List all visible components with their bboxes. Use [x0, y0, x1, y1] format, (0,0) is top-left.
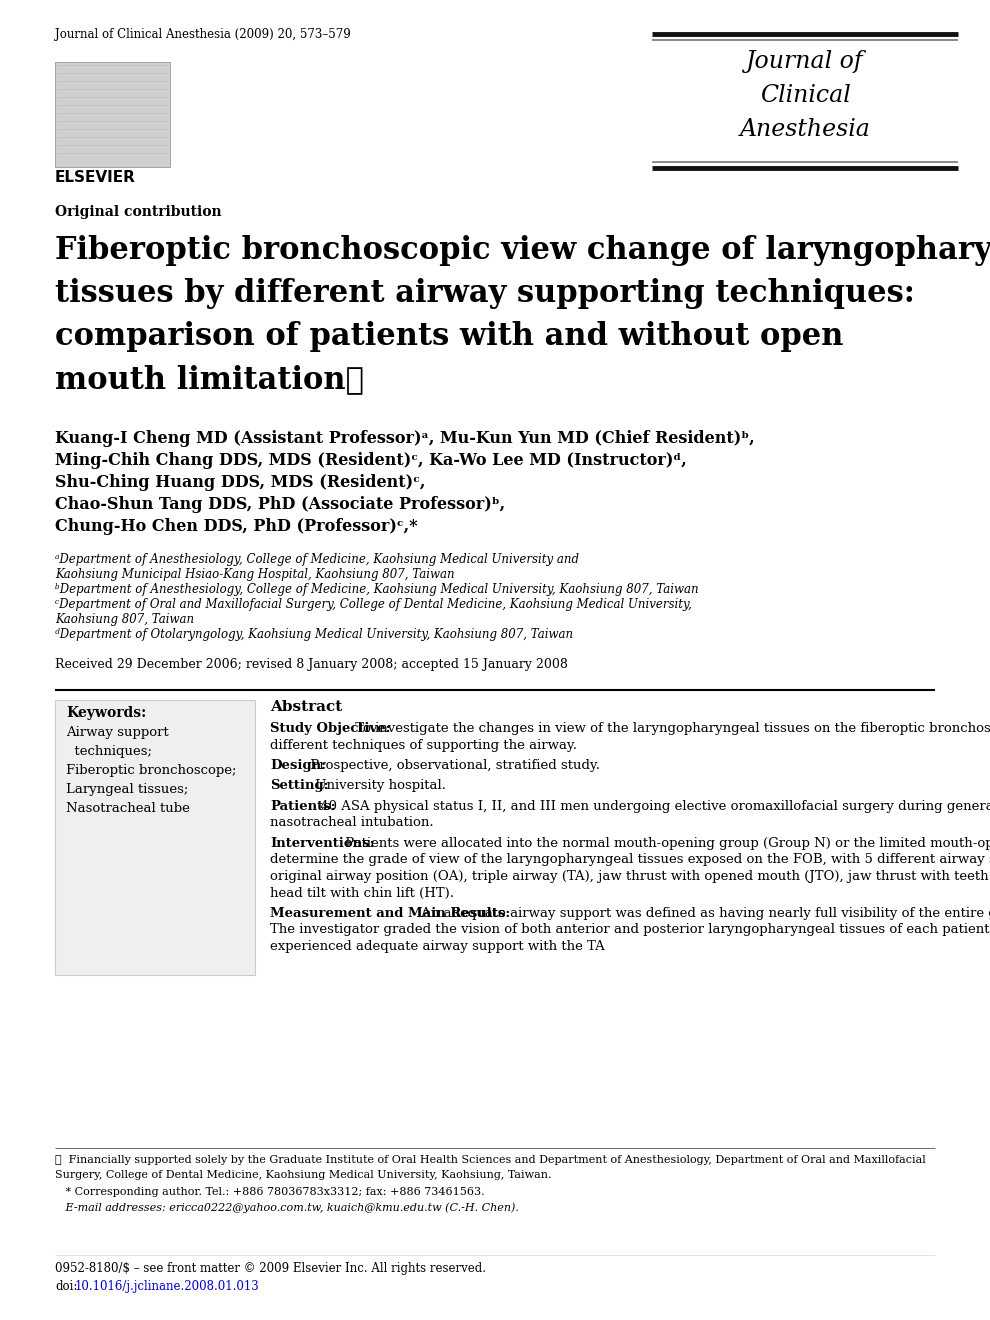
Text: ᵇDepartment of Anesthesiology, College of Medicine, Kaohsiung Medical University: ᵇDepartment of Anesthesiology, College o… [55, 583, 699, 597]
Text: Surgery, College of Dental Medicine, Kaohsiung Medical University, Kaohsiung, Ta: Surgery, College of Dental Medicine, Kao… [55, 1170, 551, 1180]
Text: ᵃDepartment of Anesthesiology, College of Medicine, Kaohsiung Medical University: ᵃDepartment of Anesthesiology, College o… [55, 553, 579, 566]
Text: Airway support: Airway support [66, 726, 168, 739]
Text: Anesthesia: Anesthesia [740, 117, 870, 141]
Text: E-mail addresses: ericca0222@yahoo.com.tw, kuaich@kmu.edu.tw (C.-H. Chen).: E-mail addresses: ericca0222@yahoo.com.t… [55, 1203, 519, 1213]
Text: 0952-8180/$ – see front matter © 2009 Elsevier Inc. All rights reserved.: 0952-8180/$ – see front matter © 2009 El… [55, 1262, 486, 1275]
Text: To investigate the changes in view of the laryngopharyngeal tissues on the fiber: To investigate the changes in view of th… [351, 722, 990, 735]
Text: Kaohsiung 807, Taiwan: Kaohsiung 807, Taiwan [55, 612, 194, 626]
Text: 10.1016/j.jclinane.2008.01.013: 10.1016/j.jclinane.2008.01.013 [75, 1280, 259, 1294]
Text: Patients were allocated into the normal mouth-opening group (Group N) or the lim: Patients were allocated into the normal … [342, 837, 990, 850]
Text: Setting:: Setting: [270, 780, 329, 792]
Text: Abstract: Abstract [270, 700, 343, 714]
Text: nasotracheal intubation.: nasotracheal intubation. [270, 817, 434, 829]
Text: ᶜDepartment of Oral and Maxillofacial Surgery, College of Dental Medicine, Kaohs: ᶜDepartment of Oral and Maxillofacial Su… [55, 598, 692, 611]
Text: Laryngeal tissues;: Laryngeal tissues; [66, 783, 188, 796]
Text: ᵈDepartment of Otolaryngology, Kaohsiung Medical University, Kaohsiung 807, Taiw: ᵈDepartment of Otolaryngology, Kaohsiung… [55, 628, 573, 642]
Text: 40 ASA physical status I, II, and III men undergoing elective oromaxillofacial s: 40 ASA physical status I, II, and III me… [316, 800, 990, 813]
Text: Original contribution: Original contribution [55, 205, 222, 219]
Text: Received 29 December 2006; revised 8 January 2008; accepted 15 January 2008: Received 29 December 2006; revised 8 Jan… [55, 657, 568, 671]
Text: Keywords:: Keywords: [66, 706, 147, 719]
Text: head tilt with chin lift (HT).: head tilt with chin lift (HT). [270, 887, 454, 899]
Text: Journal of: Journal of [746, 50, 864, 73]
Bar [55, 700, 255, 975]
Text: comparison of patients with and without open: comparison of patients with and without … [55, 321, 843, 352]
Text: doi:: doi: [55, 1280, 77, 1294]
Text: techniques;: techniques; [66, 744, 152, 758]
Text: Prospective, observational, stratified study.: Prospective, observational, stratified s… [306, 759, 600, 772]
Text: ☆  Financially supported solely by the Graduate Institute of Oral Health Science: ☆ Financially supported solely by the Gr… [55, 1155, 926, 1166]
Text: tissues by different airway supporting techniques:: tissues by different airway supporting t… [55, 279, 915, 309]
Text: original airway position (OA), triple airway (TA), jaw thrust with opened mouth : original airway position (OA), triple ai… [270, 870, 990, 883]
Text: ELSEVIER: ELSEVIER [55, 170, 136, 185]
Text: University hospital.: University hospital. [311, 780, 446, 792]
Text: experienced adequate airway support with the TA: experienced adequate airway support with… [270, 940, 605, 953]
Text: Fiberoptic bronchoscopic view change of laryngopharyngeal: Fiberoptic bronchoscopic view change of … [55, 235, 990, 267]
Text: Chao-Shun Tang DDS, PhD (Associate Professor)ᵇ,: Chao-Shun Tang DDS, PhD (Associate Profe… [55, 496, 505, 513]
Text: Ming-Chih Chang DDS, MDS (Resident)ᶜ, Ka-Wo Lee MD (Instructor)ᵈ,: Ming-Chih Chang DDS, MDS (Resident)ᶜ, Ka… [55, 451, 687, 469]
Text: Kaohsiung Municipal Hsiao-Kang Hospital, Kaohsiung 807, Taiwan: Kaohsiung Municipal Hsiao-Kang Hospital,… [55, 568, 454, 581]
Bar [55, 62, 170, 168]
Text: different techniques of supporting the airway.: different techniques of supporting the a… [270, 738, 577, 751]
Text: Chung-Ho Chen DDS, PhD (Professor)ᶜ,*: Chung-Ho Chen DDS, PhD (Professor)ᶜ,* [55, 517, 418, 535]
Text: Patients:: Patients: [270, 800, 336, 813]
Text: Shu-Ching Huang DDS, MDS (Resident)ᶜ,: Shu-Ching Huang DDS, MDS (Resident)ᶜ, [55, 474, 426, 491]
Text: Interventions:: Interventions: [270, 837, 374, 850]
Text: Fiberoptic bronchoscope;: Fiberoptic bronchoscope; [66, 764, 237, 777]
Text: Clinical: Clinical [759, 84, 850, 107]
Text: Measurement and Main Results:: Measurement and Main Results: [270, 907, 510, 920]
Text: Design:: Design: [270, 759, 326, 772]
Text: Kuang-I Cheng MD (Assistant Professor)ᵃ, Mu-Kun Yun MD (Chief Resident)ᵇ,: Kuang-I Cheng MD (Assistant Professor)ᵃ,… [55, 430, 754, 447]
Text: An adequate airway support was defined as having nearly full visibility of the e: An adequate airway support was defined a… [418, 907, 990, 920]
Text: determine the grade of view of the laryngopharyngeal tissues exposed on the FOB,: determine the grade of view of the laryn… [270, 854, 990, 866]
Text: * Corresponding author. Tel.: +886 78036783x3312; fax: +886 73461563.: * Corresponding author. Tel.: +886 78036… [55, 1187, 485, 1197]
Text: Nasotracheal tube: Nasotracheal tube [66, 803, 190, 814]
Text: The investigator graded the vision of both anterior and posterior laryngopharyng: The investigator graded the vision of bo… [270, 924, 990, 936]
Text: mouth limitation☆: mouth limitation☆ [55, 364, 364, 395]
Text: Journal of Clinical Anesthesia (2009) 20, 573–579: Journal of Clinical Anesthesia (2009) 20… [55, 28, 350, 41]
Text: Study Objective:: Study Objective: [270, 722, 391, 735]
